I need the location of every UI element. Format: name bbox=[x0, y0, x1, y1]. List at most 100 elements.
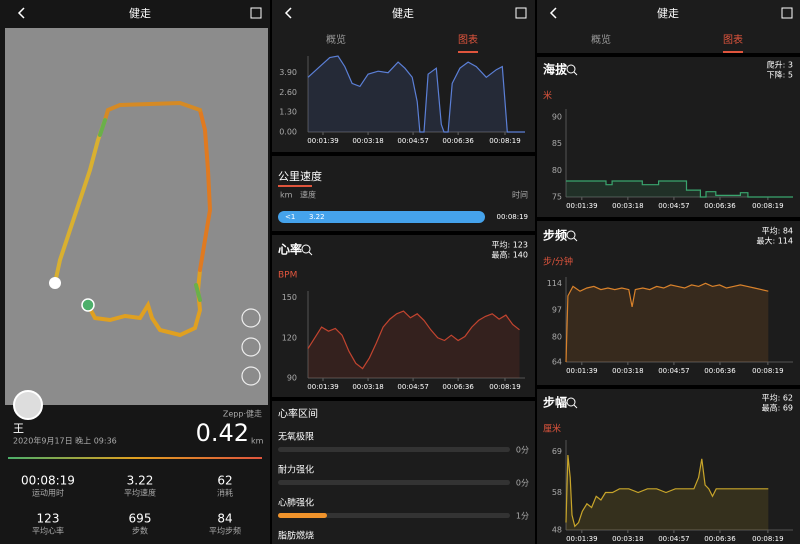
zoom-icon-handle bbox=[573, 71, 578, 76]
section-title: 心率区间 bbox=[278, 407, 318, 420]
area bbox=[308, 56, 525, 132]
user-name: 王 bbox=[13, 422, 24, 435]
x-tick-label: 00:01:39 bbox=[307, 137, 338, 145]
x-tick-label: 00:06:36 bbox=[442, 137, 474, 145]
unit: 米 bbox=[543, 90, 552, 102]
zone-track bbox=[278, 513, 510, 518]
separator bbox=[537, 385, 800, 389]
x-tick-label: 00:03:18 bbox=[612, 535, 643, 543]
x-tick-label: 00:08:19 bbox=[752, 367, 783, 375]
route bbox=[53, 100, 213, 338]
zoom-icon-lens bbox=[566, 230, 576, 240]
line bbox=[307, 310, 520, 370]
zone-label: 1分 bbox=[516, 512, 529, 521]
y-tick-label: 80 bbox=[552, 332, 562, 341]
zoom-icon[interactable] bbox=[301, 244, 313, 256]
back-button[interactable] bbox=[549, 7, 557, 19]
x-tick-label: 00:03:18 bbox=[352, 137, 383, 145]
x-tick-label: 00:04:57 bbox=[658, 202, 689, 210]
x-tick-label: 00:08:19 bbox=[489, 137, 520, 145]
y-tick-label: 0.00 bbox=[279, 128, 297, 137]
tab[interactable]: 概览 bbox=[591, 33, 611, 46]
map bbox=[5, 28, 268, 405]
progress-line bbox=[8, 457, 262, 459]
divider bbox=[535, 0, 537, 544]
y-tick-label: 58 bbox=[552, 488, 562, 497]
end-marker bbox=[49, 277, 61, 289]
separator bbox=[537, 53, 800, 57]
x-tick-label: 00:03:18 bbox=[612, 367, 643, 375]
tab[interactable]: 概览 bbox=[326, 33, 346, 46]
stat-avg: 平均: 123 bbox=[491, 240, 528, 250]
y-tick-label: 64 bbox=[552, 358, 562, 367]
back-button[interactable] bbox=[284, 7, 292, 19]
divider bbox=[270, 0, 272, 544]
unit: BPM bbox=[278, 271, 297, 281]
section-title: 公里速度 bbox=[278, 169, 322, 183]
y-tick-label: 75 bbox=[552, 193, 562, 202]
avatar[interactable] bbox=[13, 390, 43, 420]
zone-track bbox=[278, 447, 510, 452]
separator bbox=[272, 152, 535, 156]
stat-label: 消耗 bbox=[217, 488, 233, 498]
share-button[interactable] bbox=[781, 7, 793, 19]
line bbox=[307, 55, 525, 133]
zone-label: 0分 bbox=[516, 446, 529, 455]
stat-value: 00:08:19 bbox=[21, 474, 75, 488]
stat-avg: 平均: 62 bbox=[762, 393, 793, 403]
tab-underline bbox=[723, 51, 743, 53]
x-tick-label: 00:06:36 bbox=[442, 383, 474, 391]
x-tick-label: 00:01:39 bbox=[566, 535, 597, 543]
zone-label: 0分 bbox=[516, 479, 529, 488]
brand: Zepp·健走 bbox=[223, 409, 262, 419]
share-button[interactable] bbox=[250, 7, 262, 19]
zoom-icon-handle bbox=[573, 237, 578, 242]
unit: 步/分钟 bbox=[543, 256, 573, 268]
header-title: 健走 bbox=[392, 7, 414, 20]
stat-max: 最大: 114 bbox=[756, 236, 793, 246]
x-tick-label: 00:03:18 bbox=[612, 202, 643, 210]
y-tick-label: 114 bbox=[547, 279, 562, 288]
header-title: 健走 bbox=[129, 7, 151, 20]
x-tick-label: 00:04:57 bbox=[397, 383, 428, 391]
x-tick-label: 00:04:57 bbox=[397, 137, 428, 145]
y-tick-label: 80 bbox=[552, 166, 562, 175]
section-title: 步幅 bbox=[543, 395, 567, 410]
y-tick-label: 150 bbox=[282, 293, 297, 302]
x-tick-label: 00:04:57 bbox=[658, 367, 689, 375]
y-tick-label: 90 bbox=[552, 113, 562, 122]
section-title: 步频 bbox=[543, 228, 567, 243]
x-tick-label: 00:03:18 bbox=[352, 383, 383, 391]
line bbox=[565, 454, 769, 528]
section-title: 心率 bbox=[278, 242, 302, 257]
zoom-icon[interactable] bbox=[566, 64, 578, 76]
separator bbox=[272, 397, 535, 401]
pace-time: 00:08:19 bbox=[497, 213, 528, 221]
map-controls[interactable] bbox=[241, 308, 261, 386]
stat-label: 平均步频 bbox=[209, 526, 241, 536]
y-tick-label: 90 bbox=[287, 374, 297, 383]
zone-name: 耐力强化 bbox=[278, 464, 314, 476]
panel bbox=[272, 0, 535, 544]
stat-value: 62 bbox=[217, 474, 232, 488]
stat-avg: 爬升: 3 bbox=[767, 60, 793, 70]
zone-bar bbox=[278, 513, 327, 518]
section-underline bbox=[278, 185, 312, 187]
tab-active[interactable]: 图表 bbox=[723, 33, 743, 46]
zoom-icon[interactable] bbox=[566, 397, 578, 409]
zoom-icon[interactable] bbox=[566, 230, 578, 242]
column-header: km bbox=[280, 191, 293, 200]
stat-label: 运动用时 bbox=[32, 488, 64, 498]
x-tick-label: 00:08:19 bbox=[489, 383, 520, 391]
tab-active[interactable]: 图表 bbox=[458, 33, 478, 46]
pace-bar bbox=[278, 211, 485, 223]
y-tick-label: 48 bbox=[552, 526, 562, 535]
zone-name: 无氧极限 bbox=[278, 431, 314, 443]
separator bbox=[272, 231, 535, 235]
stat-max: 下降: 5 bbox=[767, 70, 793, 80]
stat-label: 步数 bbox=[132, 526, 148, 536]
share-button[interactable] bbox=[515, 7, 527, 19]
back-button[interactable] bbox=[17, 7, 25, 19]
column-header: 时间 bbox=[512, 190, 528, 200]
